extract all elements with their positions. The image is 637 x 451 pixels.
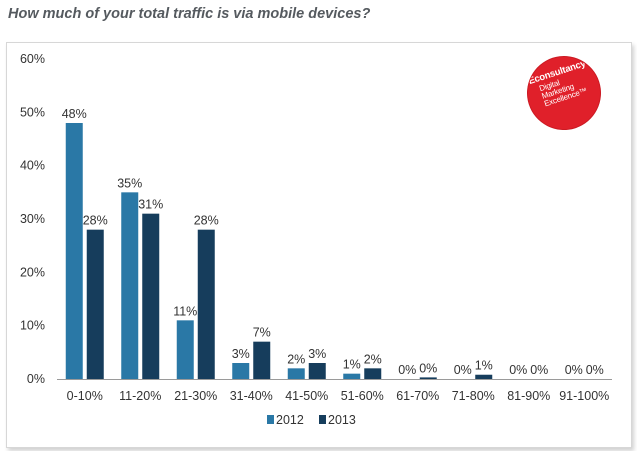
bar-2013	[86, 229, 104, 379]
x-tick-label: 11-20%	[119, 389, 161, 403]
data-label-2012: 0%	[454, 363, 472, 377]
data-label-2013: 0%	[586, 363, 604, 377]
data-label-2012: 3%	[232, 347, 250, 361]
bar-2012	[287, 368, 305, 379]
legend-swatch-2013	[319, 415, 326, 424]
x-tick-label: 31-40%	[230, 389, 273, 403]
bar-2012	[121, 192, 139, 379]
y-tick-label: 30%	[20, 212, 45, 226]
y-tick-label: 10%	[20, 319, 45, 333]
chart-frame	[6, 42, 632, 448]
bar-2013	[364, 368, 382, 379]
bar-2012	[176, 320, 194, 379]
data-label-2013: 28%	[83, 214, 108, 228]
legend-label-2013: 2013	[328, 413, 356, 427]
bar-2013	[475, 374, 493, 379]
bar-2012	[232, 363, 250, 379]
y-tick-label: 0%	[27, 372, 45, 386]
bar-2013	[419, 377, 437, 379]
x-tick-label: 91-100%	[559, 389, 609, 403]
data-label-2013: 1%	[475, 359, 493, 373]
data-label-2013: 28%	[194, 214, 219, 228]
data-label-2012: 0%	[398, 363, 416, 377]
y-tick-label: 60%	[20, 52, 45, 66]
data-label-2012: 0%	[509, 363, 527, 377]
data-label-2012: 35%	[117, 176, 142, 190]
bar-2012	[65, 123, 83, 379]
data-label-2013: 2%	[364, 352, 382, 366]
x-tick-label: 0-10%	[67, 389, 103, 403]
x-tick-label: 71-80%	[452, 389, 495, 403]
data-label-2013: 0%	[419, 361, 437, 375]
x-tick-label: 21-30%	[174, 389, 217, 403]
legend-label-2012: 2012	[276, 413, 304, 427]
x-tick-label: 61-70%	[396, 389, 439, 403]
y-tick-label: 50%	[20, 105, 45, 119]
data-label-2012: 0%	[565, 363, 583, 377]
data-label-2012: 11%	[173, 304, 197, 318]
data-label-2013: 3%	[308, 347, 326, 361]
data-label-2012: 48%	[62, 107, 87, 121]
bar-2013	[142, 213, 160, 379]
bar-2013	[308, 363, 326, 379]
x-tick-label: 41-50%	[285, 389, 328, 403]
y-tick-label: 40%	[20, 159, 45, 173]
bar-2013	[253, 341, 271, 379]
x-tick-label: 81-90%	[507, 389, 550, 403]
y-tick-label: 20%	[20, 265, 45, 279]
data-label-2013: 7%	[253, 326, 271, 340]
legend-swatch-2012	[267, 415, 274, 424]
data-label-2012: 2%	[287, 352, 305, 366]
bar-2012	[343, 373, 361, 379]
data-label-2012: 1%	[343, 358, 361, 372]
data-label-2013: 0%	[530, 363, 548, 377]
bar-2013	[197, 229, 215, 379]
chart-title: How much of your total traffic is via mo…	[8, 6, 371, 22]
x-tick-label: 51-60%	[341, 389, 384, 403]
data-label-2013: 31%	[138, 198, 163, 212]
